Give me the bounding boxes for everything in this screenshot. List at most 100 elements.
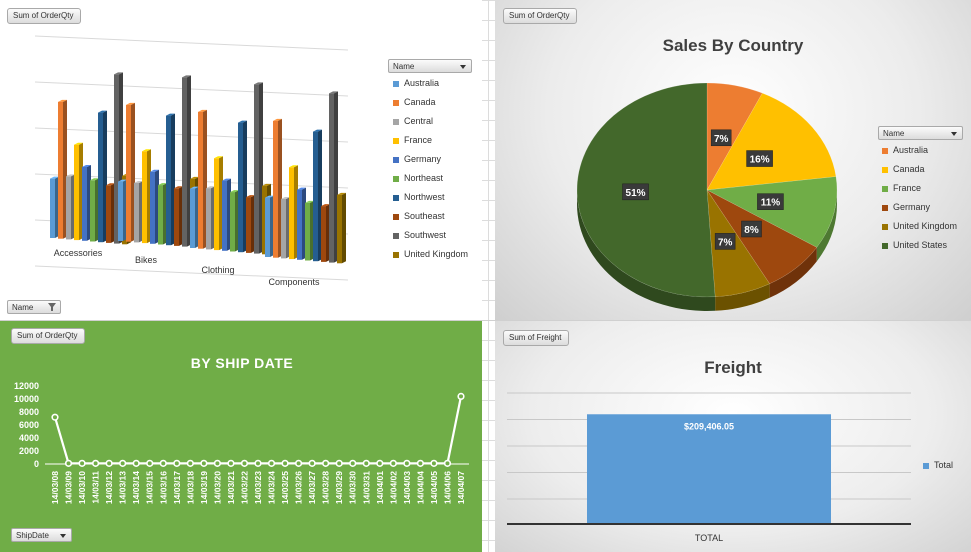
data-point [457,392,465,400]
legend-label: Canada [893,164,925,174]
sum-orderqty-field-button[interactable]: Sum of OrderQty [7,8,82,24]
legend-label: France [404,135,433,145]
bar-southwest-components [329,91,338,263]
name-filter-button[interactable]: Name [7,300,61,314]
bar-top [142,149,151,152]
x-tick-label: 14/03/29 [334,471,344,504]
data-point [105,459,113,467]
y-tick-label: 0 [34,459,39,469]
bar-top [265,195,274,198]
y-tick-label: 8000 [19,407,39,417]
y-tick-label: 2000 [19,446,39,456]
order-qty-by-category-chart[interactable]: Sum of OrderQty Accessories Bikes Clothing… [0,0,482,320]
freight-chart[interactable]: Sum of Freight Freight $209,406.05 TOTAL T… [495,321,971,552]
pie-depth [577,190,837,311]
data-point [349,459,357,467]
bar-front [98,112,103,243]
bar-top [313,129,322,132]
bar-top [98,110,107,113]
bar-top [238,120,247,123]
legend-item: Australia [393,74,468,93]
sum-orderqty-field-button[interactable]: Sum of OrderQty [503,8,578,24]
bar-france-accessories [74,142,83,241]
x-tick-label: 14/04/02 [388,471,398,504]
bar-side [342,192,346,264]
data-point [295,459,303,467]
legend-swatch [393,175,399,182]
bar-central-components [281,197,290,259]
bar-northeast-clothing [230,190,239,252]
bar-front [297,189,302,260]
data-point [186,459,194,467]
data-label: 51% [626,188,646,199]
pie-side [715,283,770,311]
legend-label: Germany [404,154,442,164]
bar-front [214,158,219,251]
bar-top [254,82,263,85]
bar-central-accessories [66,174,75,240]
data-point [78,459,86,467]
bar-front [90,180,95,242]
sum-freight-field-button[interactable]: Sum of Freight [503,330,570,346]
data-point [389,459,397,467]
legend-swatch [393,194,399,201]
by-ship-date-chart[interactable]: Sum of OrderQty BY SHIP DATE 0 2000 4000 600… [0,321,482,552]
bar-canada-clothing [198,109,207,249]
bar-france-bikes [142,149,151,244]
bar-northeast-accessories [90,178,99,242]
legend-label: Australia [893,145,929,155]
gridline [34,35,349,51]
freight-bar [587,414,831,524]
pie-plot: Sales By Country 7% 16% 11% 8% 7% 51% [576,36,838,311]
name-legend-dropdown[interactable]: Name [388,59,472,73]
data-point [213,459,221,467]
bar-canada-bikes [126,102,135,242]
chevron-down-icon [951,132,957,136]
bar-front [321,206,326,262]
sales-by-country-chart[interactable]: Sum of OrderQty Sales By Country 7% 16% 11%… [495,0,971,320]
bar-front [246,197,251,253]
y-tick-label: 6000 [19,420,39,430]
legend-swatch [882,204,888,211]
legend-label: Total [934,460,954,470]
data-point [416,459,425,467]
pie-side [769,247,817,298]
bar-northeast-components [305,200,314,261]
shipdate-axis-label: ShipDate [16,531,49,540]
bar-top [321,204,330,207]
legend-item: United Kingdom [393,245,468,264]
legend-swatch [882,166,888,173]
y-tick-label: 4000 [19,433,39,443]
bar-front [182,77,187,247]
legend-swatch [393,137,399,144]
panel-separator [0,320,971,321]
x-tick-label: 14/04/04 [415,471,425,504]
legend-swatch [393,80,399,87]
legend-label: Australia [404,78,440,88]
bar-front [142,151,147,244]
bar-front [313,131,318,262]
data-point [308,459,316,467]
name-legend-dropdown-label: Name [393,62,415,71]
legend-item: Northeast [393,169,468,188]
column-chart-plot: Accessories Bikes Clothing Components [34,35,349,287]
data-label: 8% [744,225,759,236]
bar-top [337,192,346,195]
x-tick-label: 14/03/31 [361,471,371,504]
bar-top [90,178,99,181]
bar-front [134,183,139,243]
bar-southeast-bikes [174,186,183,246]
data-point [51,413,59,421]
sum-orderqty-field-button[interactable]: Sum of OrderQty [11,328,86,344]
legend-item: Southwest [393,226,468,245]
data-point [132,459,140,467]
name-legend-dropdown[interactable]: Name [878,126,963,140]
x-tick-label: 14/03/21 [226,471,236,504]
bar-front [150,171,155,244]
data-point [322,459,330,467]
bar-front [190,188,195,248]
legend-item: Total [923,456,953,475]
bar-top [214,156,223,159]
shipdate-axis-button[interactable]: ShipDate [11,528,72,542]
data-label: 16% [750,155,770,166]
